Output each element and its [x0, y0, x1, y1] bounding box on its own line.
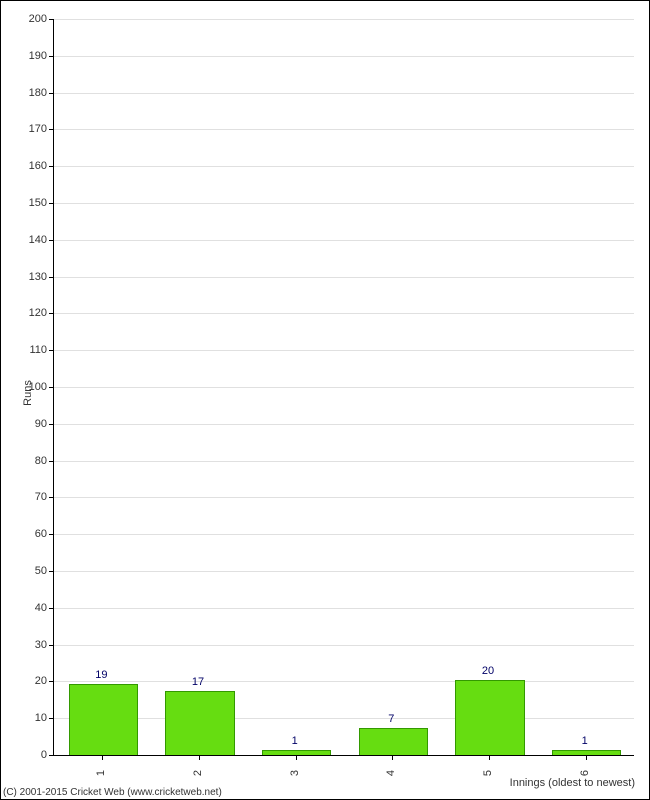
gridline	[54, 718, 634, 719]
gridline	[54, 313, 634, 314]
bar	[69, 684, 139, 755]
y-tick-label: 150	[7, 197, 47, 209]
y-tick-label: 40	[7, 602, 47, 614]
gridline	[54, 681, 634, 682]
y-tick-label: 190	[7, 50, 47, 62]
y-tick-mark	[49, 240, 54, 241]
bar	[262, 750, 332, 755]
y-tick-mark	[49, 571, 54, 572]
y-tick-label: 60	[7, 528, 47, 540]
y-tick-label: 70	[7, 491, 47, 503]
bar	[165, 691, 235, 755]
y-tick-label: 20	[7, 675, 47, 687]
bar-value-label: 20	[482, 665, 494, 677]
y-tick-mark	[49, 313, 54, 314]
y-tick-mark	[49, 387, 54, 388]
bar	[552, 750, 622, 755]
y-tick-label: 30	[7, 639, 47, 651]
y-tick-mark	[49, 718, 54, 719]
y-tick-mark	[49, 424, 54, 425]
x-tick-label: 3	[289, 770, 301, 776]
y-tick-label: 200	[7, 13, 47, 25]
bar-value-label: 7	[388, 713, 394, 725]
gridline	[54, 387, 634, 388]
y-tick-label: 90	[7, 418, 47, 430]
y-tick-mark	[49, 755, 54, 756]
y-tick-label: 100	[7, 381, 47, 393]
y-tick-mark	[49, 608, 54, 609]
y-tick-mark	[49, 497, 54, 498]
y-tick-mark	[49, 93, 54, 94]
copyright-text: (C) 2001-2015 Cricket Web (www.cricketwe…	[3, 787, 222, 798]
y-tick-label: 130	[7, 271, 47, 283]
x-tick-label: 4	[385, 770, 397, 776]
y-tick-label: 160	[7, 160, 47, 172]
bar	[359, 728, 429, 755]
y-tick-mark	[49, 277, 54, 278]
y-tick-mark	[49, 56, 54, 57]
gridline	[54, 203, 634, 204]
y-tick-label: 120	[7, 307, 47, 319]
x-tick-label: 1	[95, 770, 107, 776]
y-tick-mark	[49, 203, 54, 204]
y-tick-mark	[49, 350, 54, 351]
gridline	[54, 424, 634, 425]
bar-value-label: 17	[192, 676, 204, 688]
y-tick-mark	[49, 534, 54, 535]
gridline	[54, 608, 634, 609]
y-tick-label: 170	[7, 123, 47, 135]
x-tick-mark	[296, 755, 297, 760]
y-tick-label: 10	[7, 712, 47, 724]
y-tick-label: 50	[7, 565, 47, 577]
y-tick-label: 180	[7, 87, 47, 99]
y-tick-mark	[49, 645, 54, 646]
gridline	[54, 461, 634, 462]
y-tick-mark	[49, 681, 54, 682]
gridline	[54, 166, 634, 167]
x-tick-label: 2	[192, 770, 204, 776]
gridline	[54, 56, 634, 57]
y-tick-label: 0	[7, 749, 47, 761]
gridline	[54, 93, 634, 94]
gridline	[54, 534, 634, 535]
y-tick-mark	[49, 461, 54, 462]
bar-value-label: 1	[582, 735, 588, 747]
y-tick-mark	[49, 166, 54, 167]
x-tick-mark	[489, 755, 490, 760]
plot-area	[53, 19, 634, 756]
x-tick-label: 5	[482, 770, 494, 776]
y-tick-mark	[49, 19, 54, 20]
gridline	[54, 277, 634, 278]
bar-value-label: 1	[292, 735, 298, 747]
gridline	[54, 571, 634, 572]
gridline	[54, 497, 634, 498]
gridline	[54, 19, 634, 20]
y-tick-label: 110	[7, 344, 47, 356]
gridline	[54, 350, 634, 351]
x-axis-label: Innings (oldest to newest)	[510, 777, 635, 789]
x-tick-label: 6	[579, 770, 591, 776]
x-tick-mark	[392, 755, 393, 760]
y-tick-label: 140	[7, 234, 47, 246]
x-tick-mark	[586, 755, 587, 760]
y-tick-label: 80	[7, 455, 47, 467]
chart-container: Runs Innings (oldest to newest) (C) 2001…	[0, 0, 650, 800]
x-tick-mark	[102, 755, 103, 760]
gridline	[54, 129, 634, 130]
bar	[455, 680, 525, 755]
bar-value-label: 19	[95, 669, 107, 681]
x-tick-mark	[199, 755, 200, 760]
gridline	[54, 240, 634, 241]
gridline	[54, 645, 634, 646]
y-tick-mark	[49, 129, 54, 130]
